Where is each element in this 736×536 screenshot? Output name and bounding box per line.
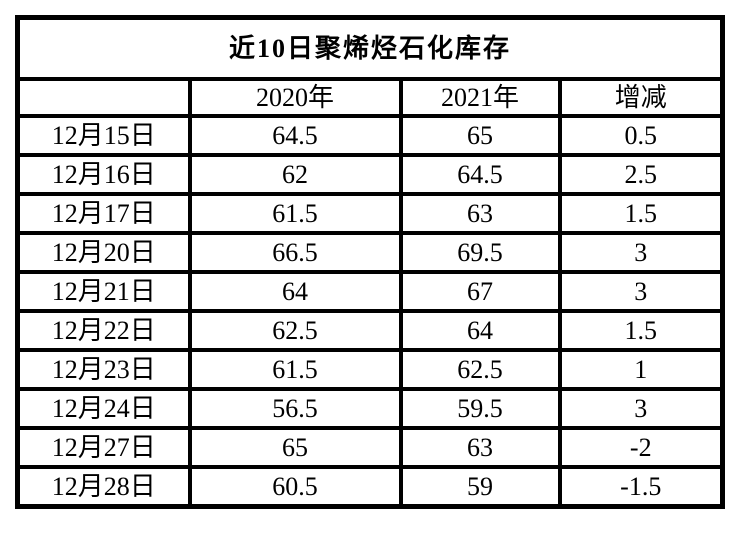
table-row: 12月21日 64 67 3	[15, 270, 725, 313]
change-cell: 1.5	[557, 309, 725, 352]
value-2021-cell: 59.5	[398, 387, 562, 430]
change-cell: 3	[557, 270, 725, 313]
value-2020-cell: 60.5	[187, 465, 403, 509]
value-2020-cell: 56.5	[187, 387, 403, 430]
value-2021-cell: 64.5	[398, 153, 562, 196]
date-cell: 12月17日	[15, 192, 192, 235]
change-cell: -1.5	[557, 465, 725, 509]
table-row: 12月17日 61.5 63 1.5	[15, 192, 725, 235]
date-cell: 12月23日	[15, 348, 192, 391]
change-cell: 3	[557, 231, 725, 274]
change-cell: -2	[557, 426, 725, 469]
table-row: 12月27日 65 63 -2	[15, 426, 725, 469]
value-2020-cell: 62.5	[187, 309, 403, 352]
table-row: 12月22日 62.5 64 1.5	[15, 309, 725, 352]
header-row: 2020年 2021年 增减	[15, 77, 725, 118]
change-cell: 1	[557, 348, 725, 391]
value-2020-cell: 66.5	[187, 231, 403, 274]
value-2021-cell: 69.5	[398, 231, 562, 274]
date-cell: 12月28日	[15, 465, 192, 509]
value-2020-cell: 62	[187, 153, 403, 196]
date-cell: 12月27日	[15, 426, 192, 469]
change-cell: 1.5	[557, 192, 725, 235]
table-row: 12月23日 61.5 62.5 1	[15, 348, 725, 391]
date-cell: 12月21日	[15, 270, 192, 313]
value-2020-cell: 61.5	[187, 192, 403, 235]
date-cell: 12月15日	[15, 114, 192, 157]
date-cell: 12月20日	[15, 231, 192, 274]
value-2020-cell: 65	[187, 426, 403, 469]
value-2021-cell: 63	[398, 426, 562, 469]
table-row: 12月15日 64.5 65 0.5	[15, 114, 725, 157]
change-cell: 2.5	[557, 153, 725, 196]
date-cell: 12月24日	[15, 387, 192, 430]
table-row: 12月24日 56.5 59.5 3	[15, 387, 725, 430]
value-2021-cell: 67	[398, 270, 562, 313]
table-title: 近10日聚烯烃石化库存	[15, 15, 725, 81]
column-header-2020: 2020年	[187, 77, 403, 118]
column-header-date	[15, 77, 192, 118]
table-row: 12月28日 60.5 59 -1.5	[15, 465, 725, 509]
change-cell: 0.5	[557, 114, 725, 157]
table-row: 12月20日 66.5 69.5 3	[15, 231, 725, 274]
value-2020-cell: 64	[187, 270, 403, 313]
column-header-2021: 2021年	[398, 77, 562, 118]
date-cell: 12月16日	[15, 153, 192, 196]
value-2021-cell: 63	[398, 192, 562, 235]
column-header-change: 增减	[557, 77, 725, 118]
value-2021-cell: 65	[398, 114, 562, 157]
inventory-table: 近10日聚烯烃石化库存 2020年 2021年 增减 12月15日 64.5 6…	[15, 15, 726, 509]
value-2021-cell: 59	[398, 465, 562, 509]
date-cell: 12月22日	[15, 309, 192, 352]
value-2020-cell: 64.5	[187, 114, 403, 157]
value-2021-cell: 62.5	[398, 348, 562, 391]
table-row: 12月16日 62 64.5 2.5	[15, 153, 725, 196]
value-2020-cell: 61.5	[187, 348, 403, 391]
title-row: 近10日聚烯烃石化库存	[15, 15, 725, 81]
change-cell: 3	[557, 387, 725, 430]
value-2021-cell: 64	[398, 309, 562, 352]
